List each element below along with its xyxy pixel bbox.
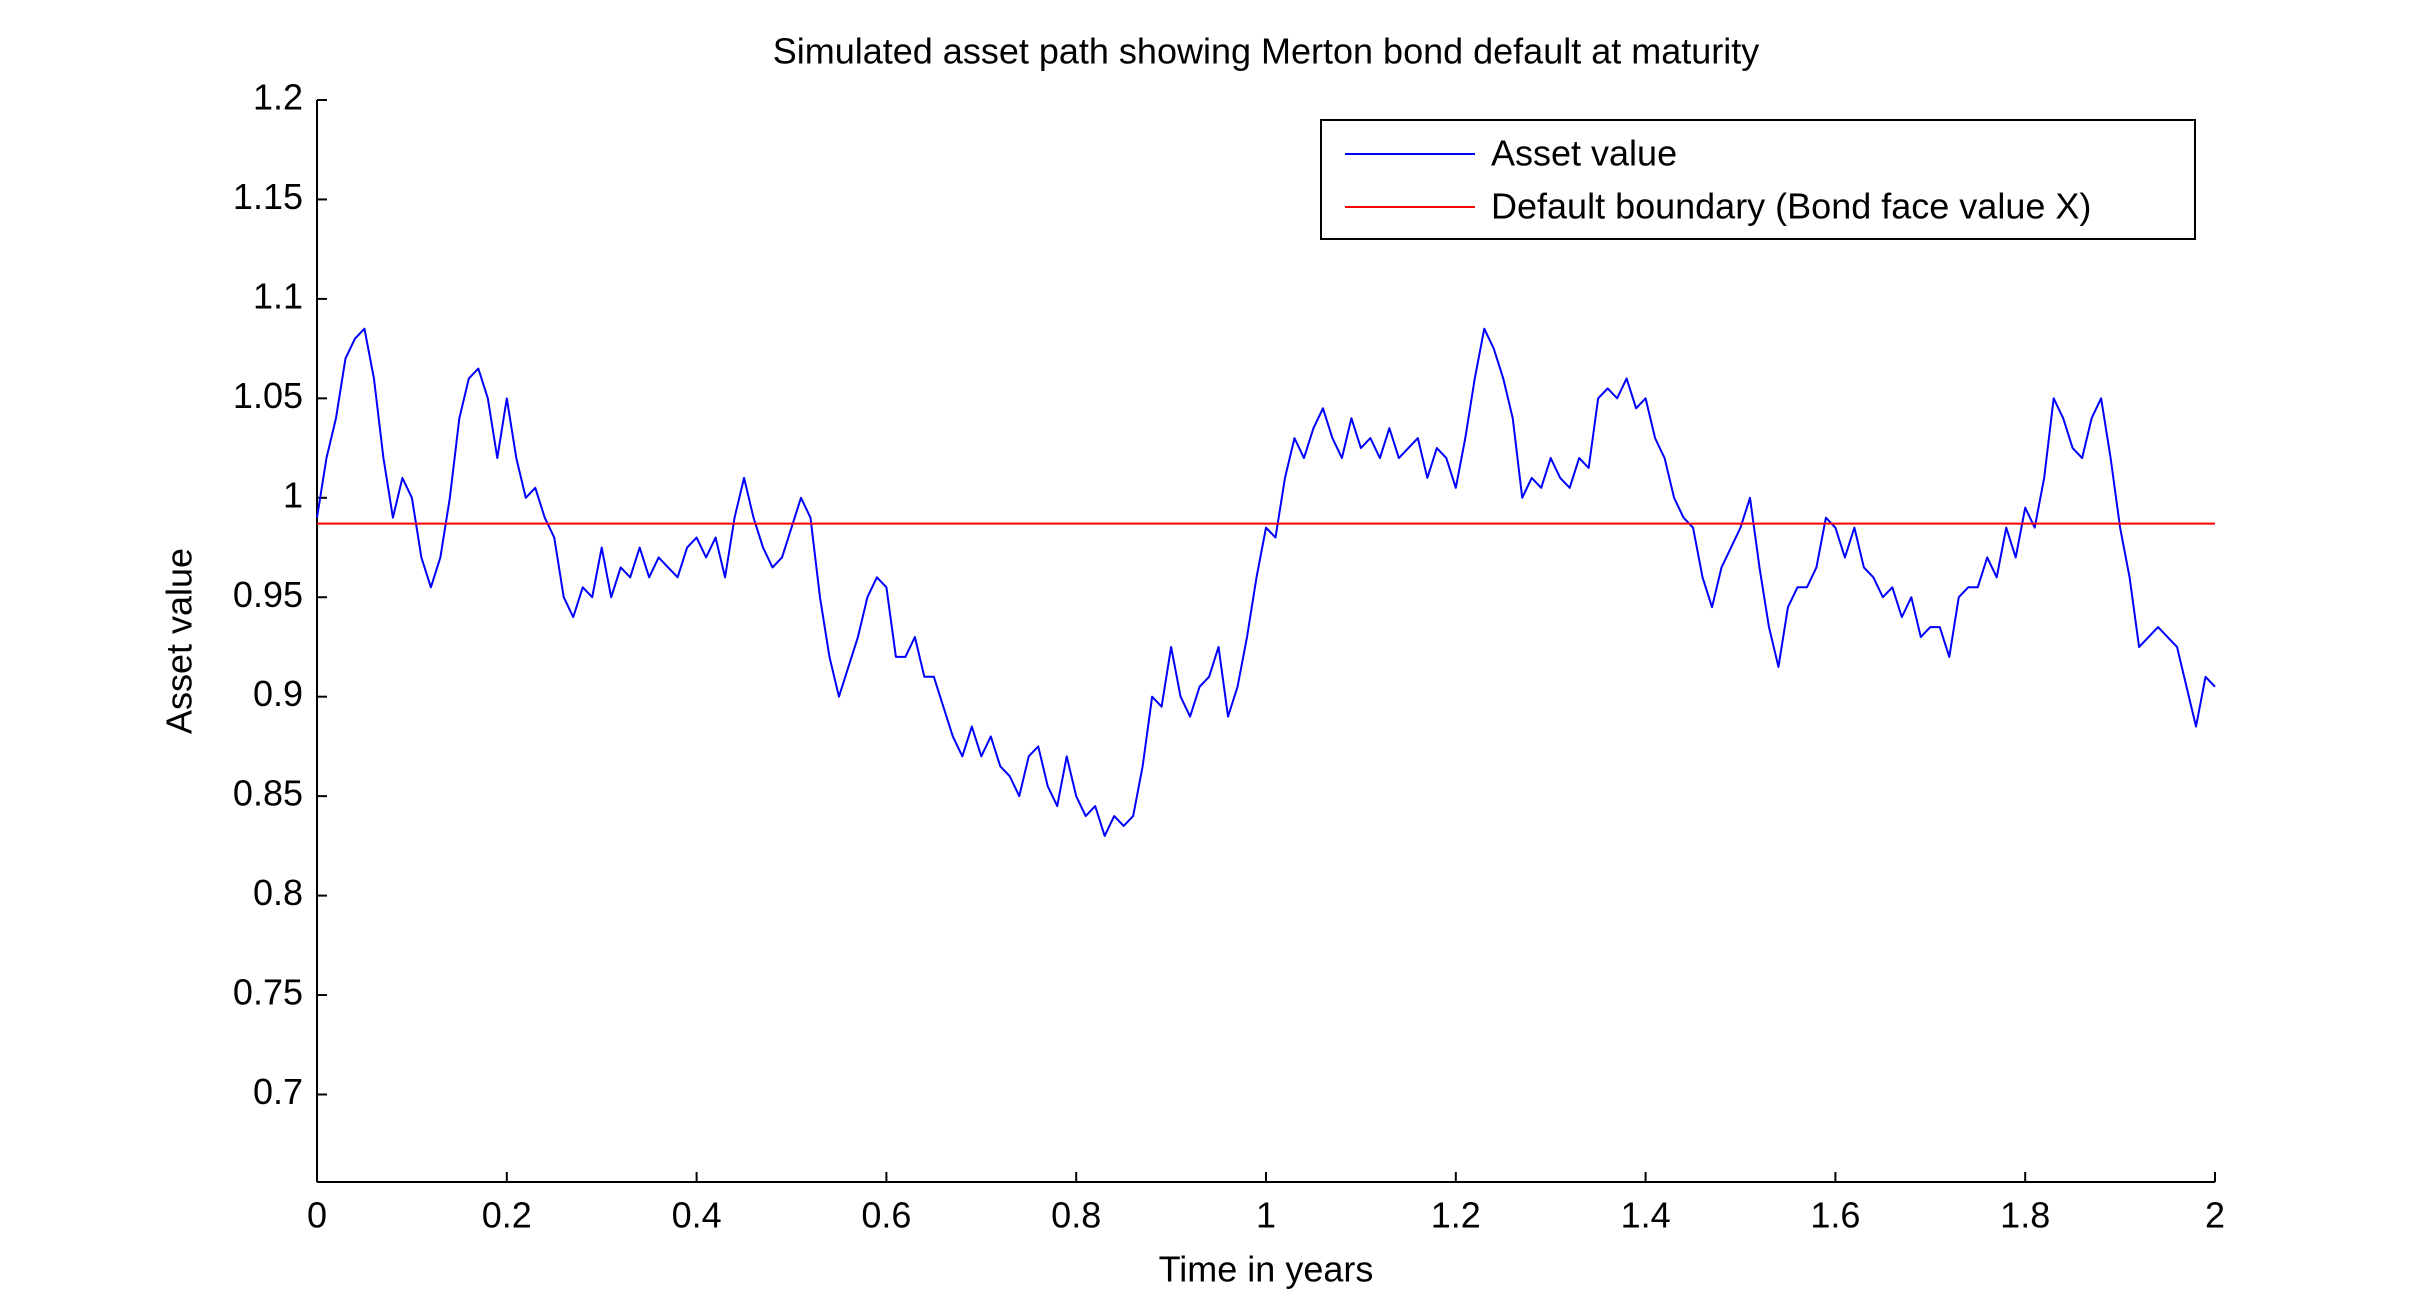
y-tick-label: 1 bbox=[283, 474, 303, 515]
x-tick-label: 2 bbox=[2205, 1195, 2225, 1236]
x-tick-label: 0.8 bbox=[1051, 1195, 1101, 1236]
legend-label: Asset value bbox=[1491, 133, 1677, 174]
x-tick-label: 1 bbox=[1256, 1195, 1276, 1236]
x-tick-label: 0 bbox=[307, 1195, 327, 1236]
x-tick-label: 0.4 bbox=[672, 1195, 722, 1236]
x-tick-label: 0.2 bbox=[482, 1195, 532, 1236]
chart-title: Simulated asset path showing Merton bond… bbox=[773, 31, 1760, 72]
y-tick-label: 1.1 bbox=[253, 275, 303, 316]
legend: Asset value Default boundary (Bond face v… bbox=[1320, 119, 2196, 240]
x-tick-label: 0.6 bbox=[861, 1195, 911, 1236]
y-tick-label: 1.15 bbox=[233, 176, 303, 217]
x-tick-label: 1.2 bbox=[1431, 1195, 1481, 1236]
y-tick-label: 1.2 bbox=[253, 77, 303, 118]
y-tick-label: 0.7 bbox=[253, 1071, 303, 1112]
y-tick-label: 0.75 bbox=[233, 972, 303, 1013]
y-tick-label: 0.95 bbox=[233, 574, 303, 615]
y-tick-label: 1.05 bbox=[233, 375, 303, 416]
y-axis-label: Asset value bbox=[159, 548, 200, 734]
x-axis-label: Time in years bbox=[1159, 1249, 1374, 1290]
x-tick-label: 1.6 bbox=[1810, 1195, 1860, 1236]
x-tick-label: 1.4 bbox=[1621, 1195, 1671, 1236]
y-tick-label: 0.85 bbox=[233, 773, 303, 814]
y-tick-label: 0.9 bbox=[253, 673, 303, 714]
series-line bbox=[316, 327, 2216, 837]
legend-box bbox=[1320, 119, 2196, 240]
y-tick-label: 0.8 bbox=[253, 872, 303, 913]
x-tick-label: 1.8 bbox=[2000, 1195, 2050, 1236]
legend-label: Default boundary (Bond face value X) bbox=[1491, 186, 2091, 227]
